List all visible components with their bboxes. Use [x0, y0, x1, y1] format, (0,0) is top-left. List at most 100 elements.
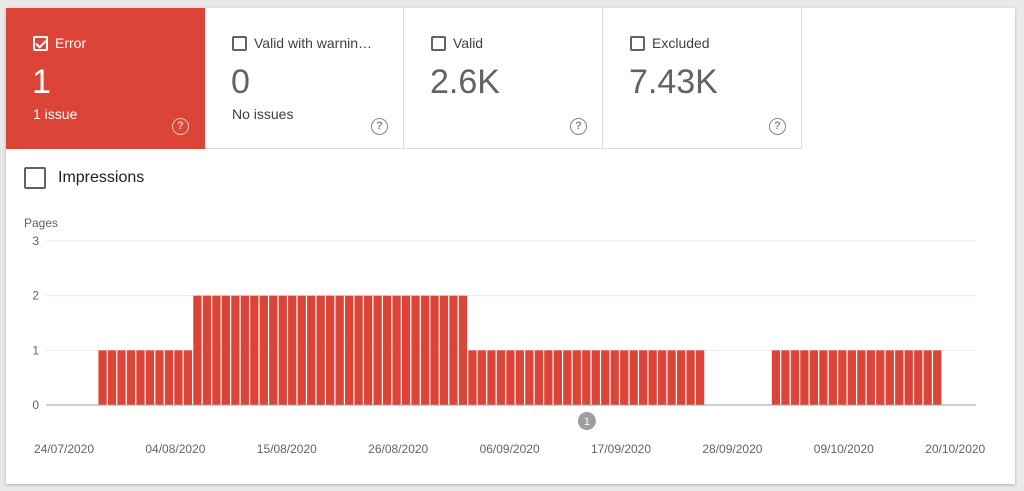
chart-bar[interactable] [145, 350, 155, 405]
chart-bar[interactable] [411, 295, 420, 405]
chart-bar[interactable] [259, 295, 268, 405]
chart-bar[interactable] [307, 295, 316, 405]
chart-bar[interactable] [250, 295, 259, 405]
chart-bar[interactable] [155, 350, 164, 405]
help-icon[interactable]: ? [570, 118, 587, 135]
chart-bar[interactable] [420, 295, 430, 405]
chart-bar[interactable] [335, 295, 344, 405]
annotation-marker[interactable]: 1 [577, 412, 596, 430]
chart-bar[interactable] [382, 295, 392, 405]
chart-bar[interactable] [676, 350, 686, 405]
chart-bar[interactable] [278, 295, 287, 405]
chart-bar[interactable] [126, 350, 136, 405]
chart-bar[interactable] [658, 350, 667, 405]
checkbox-unchecked-icon[interactable] [232, 35, 247, 51]
chart-bar[interactable] [515, 350, 525, 405]
chart-bar[interactable] [904, 350, 913, 405]
chart-bar[interactable] [790, 350, 800, 405]
chart-bar[interactable] [506, 350, 515, 405]
chart-bar[interactable] [866, 350, 875, 405]
chart-bar[interactable] [591, 350, 600, 405]
chart-bar[interactable] [582, 350, 591, 405]
chart-bar[interactable] [193, 295, 202, 405]
chart-bar[interactable] [639, 350, 648, 405]
chart-bar[interactable] [401, 295, 411, 405]
chart-bar[interactable] [345, 295, 354, 405]
chart-bar[interactable] [117, 350, 126, 405]
chart-bar[interactable] [572, 350, 581, 405]
chart-bar[interactable] [885, 350, 894, 405]
chart-bar[interactable] [923, 350, 932, 405]
chart-bar[interactable] [534, 350, 543, 405]
chart-bar[interactable] [620, 350, 629, 405]
chart-bar[interactable] [895, 350, 904, 405]
annotation-circle[interactable] [577, 412, 596, 430]
chart-bar[interactable] [876, 350, 885, 405]
tile-valid[interactable]: Valid 2.6K ? [404, 8, 603, 149]
chart-bar[interactable] [297, 295, 306, 405]
chart-bar[interactable] [771, 350, 781, 405]
chart-bar[interactable] [221, 295, 231, 405]
chart-bar[interactable] [695, 350, 705, 405]
chart-bar[interactable] [601, 350, 610, 405]
chart-bar[interactable] [553, 350, 562, 405]
help-icon[interactable]: ? [172, 118, 189, 135]
chart-bar[interactable] [174, 350, 183, 405]
chart-bar[interactable] [354, 295, 363, 405]
chart-bar[interactable] [847, 350, 856, 405]
chart-bar[interactable] [857, 350, 866, 405]
help-icon[interactable]: ? [371, 118, 388, 135]
chart-bar[interactable] [838, 350, 847, 405]
chart-bar[interactable] [819, 350, 828, 405]
chart-bar[interactable] [449, 295, 458, 405]
chart-bar[interactable] [781, 350, 790, 405]
chart-bar[interactable] [610, 350, 619, 405]
chart-bar[interactable] [496, 350, 506, 405]
chart-bar[interactable] [439, 295, 449, 405]
chart-bar[interactable] [487, 350, 496, 405]
tile-excluded[interactable]: Excluded 7.43K ? [603, 8, 802, 149]
chart-bar[interactable] [212, 295, 221, 405]
tile-valid-with-warnings[interactable]: Valid with warnin… 0 No issues ? [205, 8, 404, 149]
chart-bar[interactable] [392, 295, 401, 405]
checkbox-unchecked-icon[interactable] [431, 35, 446, 51]
chart-bar[interactable] [648, 350, 657, 405]
chart-bar[interactable] [933, 350, 942, 405]
chart-bar[interactable] [183, 350, 193, 405]
chart-bar[interactable] [800, 350, 809, 405]
checkbox-unchecked-icon[interactable] [24, 167, 46, 189]
chart-bar[interactable] [373, 295, 382, 405]
tile-warnings-sub: No issues [232, 106, 294, 122]
tile-error[interactable]: Error 1 1 issue ? [6, 8, 205, 149]
status-tiles: Error 1 1 issue ? Valid with warnin… 0 N… [6, 8, 803, 149]
chart-bar[interactable] [563, 350, 572, 405]
chart-bar[interactable] [316, 295, 325, 405]
chart-bar[interactable] [107, 350, 117, 405]
chart-bar[interactable] [477, 350, 487, 405]
chart-bar[interactable] [288, 295, 297, 405]
chart-bar[interactable] [326, 295, 335, 405]
checkbox-unchecked-icon[interactable] [630, 35, 645, 51]
chart-bar[interactable] [240, 295, 249, 405]
chart-bar[interactable] [667, 350, 676, 405]
chart-bar[interactable] [430, 295, 439, 405]
chart-bar[interactable] [686, 350, 695, 405]
impressions-toggle[interactable]: Impressions [24, 167, 144, 189]
chart-bar[interactable] [136, 350, 145, 405]
chart-bar[interactable] [269, 295, 278, 405]
chart-bar[interactable] [828, 350, 838, 405]
chart-bar[interactable] [468, 350, 477, 405]
help-icon[interactable]: ? [769, 118, 786, 135]
checkbox-checked-icon[interactable] [33, 35, 48, 51]
chart-bar[interactable] [544, 350, 553, 405]
chart-bar[interactable] [458, 295, 468, 405]
chart-bar[interactable] [914, 350, 923, 405]
chart-bar[interactable] [525, 350, 534, 405]
chart-bar[interactable] [164, 350, 174, 405]
chart-bar[interactable] [202, 295, 212, 405]
chart-bar[interactable] [98, 350, 107, 405]
chart-bar[interactable] [629, 350, 638, 405]
chart-bar[interactable] [809, 350, 819, 405]
chart-bar[interactable] [231, 295, 240, 405]
chart-bar[interactable] [363, 295, 373, 405]
